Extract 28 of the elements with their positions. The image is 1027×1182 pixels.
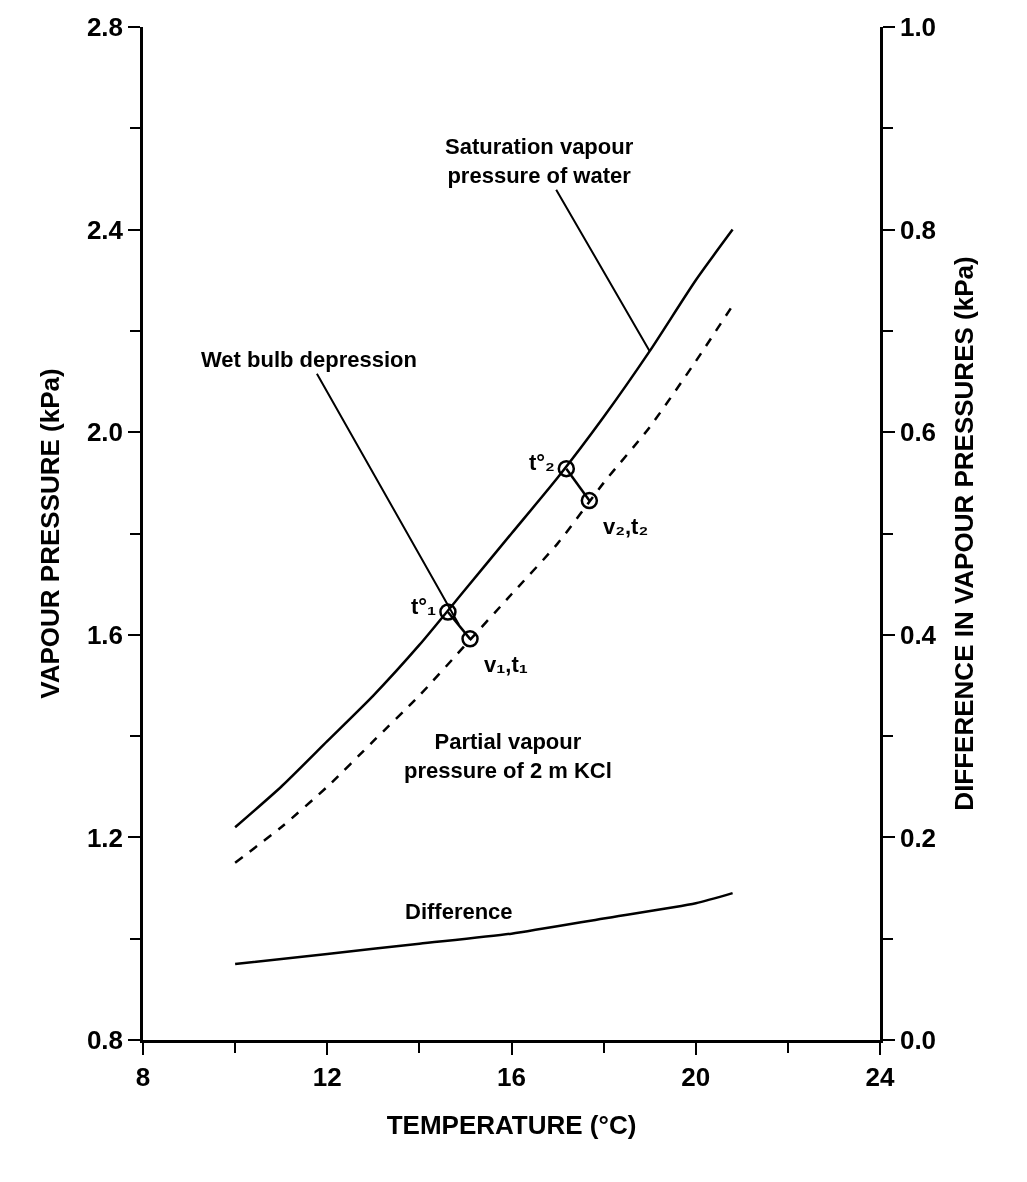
- series-label: Partial vapour pressure of 2 m KCl: [404, 729, 612, 783]
- x-tick-label: 8: [135, 1061, 151, 1092]
- y-tick-label: 2.4: [86, 214, 124, 245]
- annotation: v₂,t₂: [603, 514, 649, 539]
- y-tick-label: 1.6: [86, 619, 124, 650]
- y2-tick-label: 0.6: [899, 417, 937, 448]
- x-tick-label: 12: [312, 1061, 342, 1092]
- x-axis-title: TEMPERATURE (°C): [386, 1109, 637, 1140]
- x-tick-label: 20: [681, 1061, 711, 1092]
- y2-tick-label: 0.0: [899, 1025, 937, 1056]
- annotation: Wet bulb depression: [201, 347, 417, 372]
- y-axis-title: VAPOUR PRESSURE (kPa): [35, 368, 66, 699]
- y2-tick-label: 0.4: [899, 619, 937, 650]
- x-tick-label: 16: [497, 1061, 526, 1092]
- y2-tick-label: 0.8: [899, 214, 937, 245]
- y2-axis-title: DIFFERENCE IN VAPOUR PRESSURES (kPa): [949, 256, 980, 811]
- annotation: t°₁: [411, 594, 437, 619]
- series-label: Difference: [405, 899, 513, 924]
- annotation: t°₂: [529, 450, 555, 475]
- y-tick-label: 1.2: [86, 822, 124, 853]
- y2-tick-label: 1.0: [899, 12, 937, 43]
- annotation: v₁,t₁: [484, 652, 528, 677]
- y-tick-label: 0.8: [86, 1025, 124, 1056]
- y2-tick-label: 0.2: [899, 822, 937, 853]
- y-tick-label: 2.0: [86, 417, 124, 448]
- y-tick-label: 2.8: [86, 12, 124, 43]
- text: Saturation vapour pressure of water: [445, 134, 634, 188]
- x-tick-label: 24: [865, 1061, 895, 1092]
